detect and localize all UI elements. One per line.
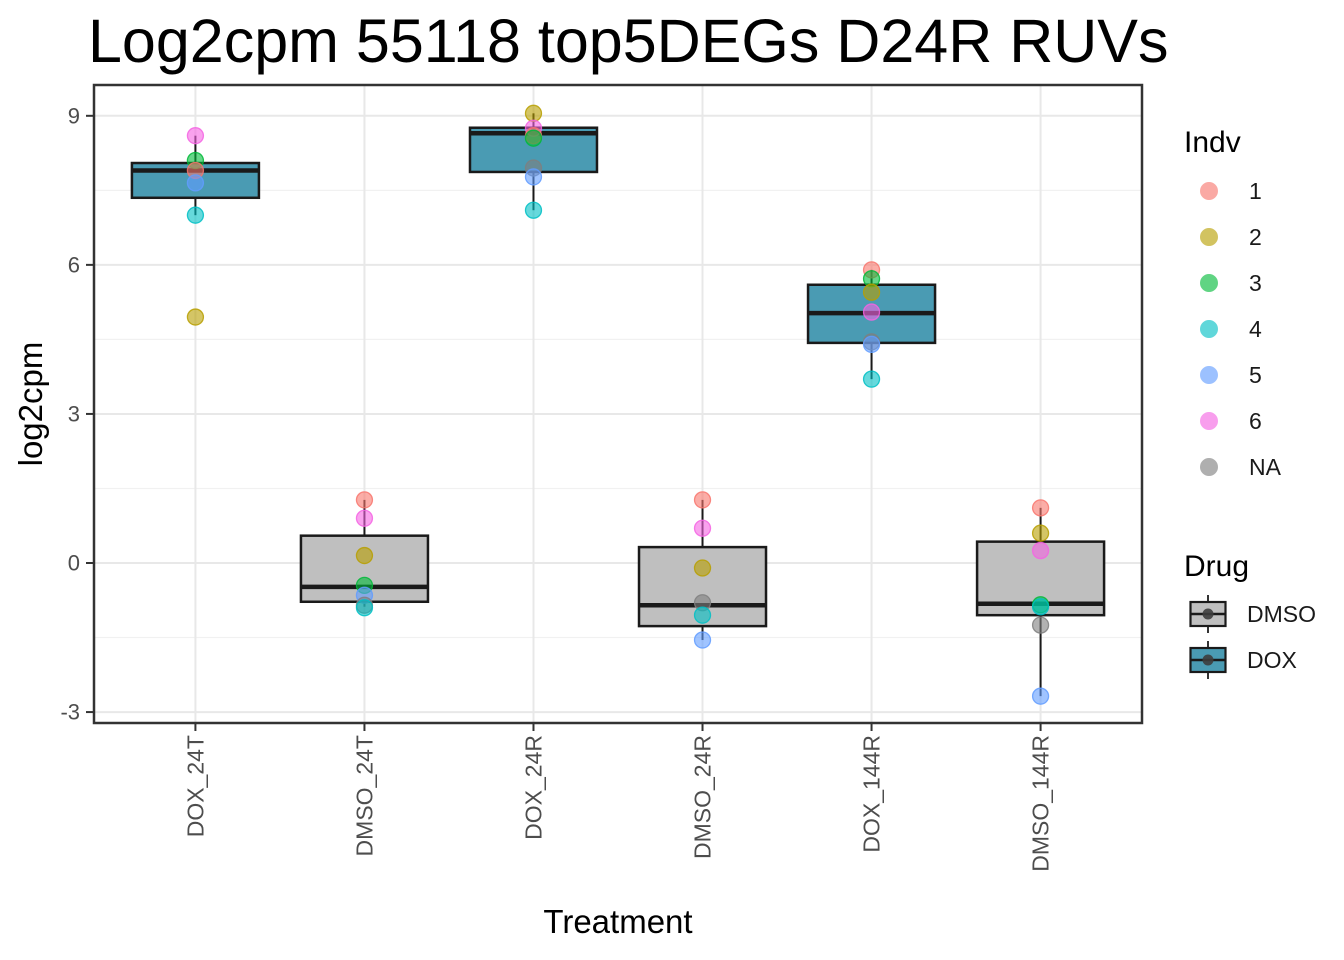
point-indv-4 xyxy=(862,370,881,388)
legend-dot-icon xyxy=(1200,320,1218,338)
legend-drug: DMSO DOX xyxy=(1189,591,1316,683)
point-indv-4 xyxy=(186,206,205,224)
y-tick-label: 9 xyxy=(68,103,80,128)
point-indv-1 xyxy=(355,491,374,509)
x-axis-title: Treatment xyxy=(543,903,693,940)
legend-drug-label: DMSO xyxy=(1247,600,1316,627)
legend-indv-label: 4 xyxy=(1249,315,1262,342)
legend-indv-label: 2 xyxy=(1249,223,1262,250)
point-indv-1 xyxy=(693,491,712,509)
point-indv-1 xyxy=(1031,499,1050,517)
y-tick-label: 6 xyxy=(68,252,80,277)
point-indv-5 xyxy=(1031,687,1050,705)
legend-dot-icon xyxy=(1200,412,1218,430)
legend-indv: 1 2 3 4 5 6 NA xyxy=(1200,168,1281,490)
legend-indv-item-3: 3 xyxy=(1200,260,1281,306)
y-tick-label: 3 xyxy=(68,401,80,426)
point-indv-4 xyxy=(693,606,712,624)
point-indv-6 xyxy=(862,303,881,321)
point-indv-5 xyxy=(862,335,881,354)
point-indv-4 xyxy=(524,201,543,219)
panel-border xyxy=(92,83,1144,725)
legend-indv-item-6: 6 xyxy=(1200,398,1281,444)
point-indv-4 xyxy=(1031,598,1050,616)
point-indv-2 xyxy=(524,104,543,122)
x-tick-label: DMSO_24R xyxy=(690,735,716,859)
x-tick-label: DOX_24R xyxy=(520,735,546,840)
legend-indv-item-NA: NA xyxy=(1200,444,1281,490)
legend-indv-label: NA xyxy=(1249,453,1281,480)
point-indv-2 xyxy=(1031,524,1050,542)
point-indv-6 xyxy=(355,509,374,527)
legend-indv-item-4: 4 xyxy=(1200,306,1281,352)
y-tick-label: -3 xyxy=(60,700,80,725)
legend-dot-icon xyxy=(1200,182,1218,200)
point-indv-5 xyxy=(693,631,712,649)
point-indv-3 xyxy=(524,129,543,147)
legend-dot-icon xyxy=(1200,366,1218,384)
legend-dot-icon xyxy=(1200,228,1218,246)
legend-drug-title: Drug xyxy=(1184,550,1250,583)
legend-drug-label: DOX xyxy=(1247,646,1297,673)
legend-drug-item-DMSO: DMSO xyxy=(1189,591,1316,637)
y-tick-label: 0 xyxy=(68,551,80,576)
x-tick-label: DOX_24T xyxy=(182,735,208,837)
legend-indv-item-5: 5 xyxy=(1200,352,1281,398)
legend-indv-label: 1 xyxy=(1249,177,1262,204)
boxplot-key-icon xyxy=(1189,595,1227,633)
point-indv-2 xyxy=(693,559,712,577)
point-indv-2 xyxy=(186,308,205,326)
legend-dot-icon xyxy=(1200,458,1218,476)
legend-drug-item-DOX: DOX xyxy=(1189,637,1316,683)
x-tick-label: DMSO_144R xyxy=(1028,735,1054,872)
point-indv-6 xyxy=(693,519,712,537)
point-indv-6 xyxy=(186,127,205,145)
point-indv-5 xyxy=(186,174,205,192)
point-indv-5 xyxy=(524,168,543,186)
legend-dot-icon xyxy=(1200,274,1218,292)
chart-title: Log2cpm 55118 top5DEGs D24R RUVs xyxy=(88,7,1169,75)
legend-indv-label: 3 xyxy=(1249,269,1262,296)
point-indv-6 xyxy=(1031,541,1050,560)
boxplot-key-icon xyxy=(1189,641,1227,679)
legend-indv-item-1: 1 xyxy=(1200,168,1281,214)
point-indv-2 xyxy=(355,546,374,565)
legend-indv-item-2: 2 xyxy=(1200,214,1281,260)
point-indv-2 xyxy=(862,283,881,301)
x-tick-label: DOX_144R xyxy=(859,735,885,853)
point-indv-4 xyxy=(355,599,374,617)
legend-indv-label: 6 xyxy=(1249,407,1262,434)
point-indv-NA xyxy=(1031,616,1050,634)
x-tick-label: DMSO_24T xyxy=(351,735,377,856)
legend-indv-label: 5 xyxy=(1249,361,1262,388)
legend-indv-title: Indv xyxy=(1184,126,1241,159)
